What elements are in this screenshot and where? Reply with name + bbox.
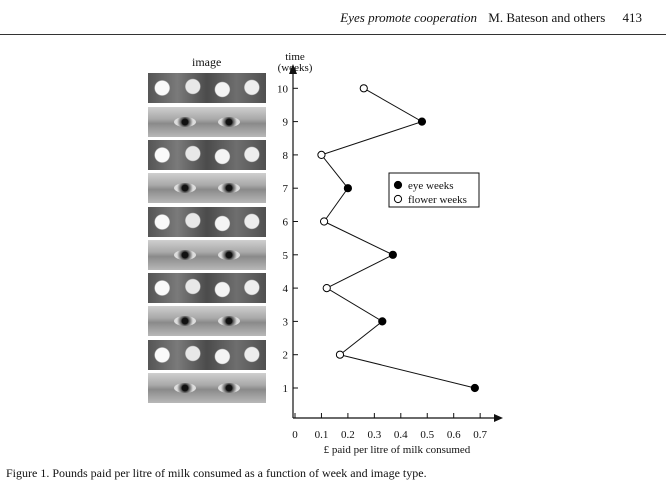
series-line [320, 87, 475, 389]
y-tick-label: 5 [283, 250, 289, 262]
image-column-label: image [192, 55, 222, 69]
y-axis-title: (weeks) [278, 62, 313, 74]
flower-week-point [319, 217, 329, 226]
running-head: Eyes promote cooperation M. Bateson and … [340, 10, 642, 26]
y-tick-label: 9 [283, 117, 289, 129]
flower-week-point [359, 84, 368, 93]
flower-week-point [322, 284, 331, 293]
figure-caption: Figure 1. Pounds paid per litre of milk … [6, 466, 427, 480]
journal-title: Eyes promote cooperation [340, 10, 478, 25]
flower-image-strip [148, 273, 266, 304]
flower-week-point [335, 350, 345, 359]
x-tick-label: 0.5 [420, 429, 434, 441]
legend-marker [393, 194, 403, 204]
eye-image-strip [148, 306, 266, 337]
flower-week-point [317, 150, 326, 159]
flower-image-strip [148, 73, 266, 104]
eye-image-strip [148, 239, 266, 270]
legend-label: flower weeks [408, 194, 467, 206]
legend-label: eye weeks [408, 180, 454, 192]
y-tick-label: 4 [283, 283, 289, 295]
x-tick-label: 0.2 [341, 429, 355, 441]
y-tick-label: 3 [283, 316, 289, 328]
eye-image-strip [148, 106, 266, 137]
page-number: 413 [622, 10, 643, 25]
eye-week-point [388, 250, 397, 259]
y-tick-label: 7 [283, 183, 289, 195]
x-tick-label: 0.3 [367, 429, 381, 441]
author-line: M. Bateson and others [488, 10, 606, 25]
y-tick-label: 8 [283, 150, 289, 162]
x-axis-arrow [494, 414, 503, 422]
y-tick-label: 10 [277, 83, 289, 95]
legend-marker [393, 180, 403, 190]
y-axis-arrow [289, 64, 297, 74]
flower-image-strip [148, 206, 266, 237]
x-tick-label: 0 [292, 429, 298, 441]
x-tick-label: 0.6 [447, 429, 461, 441]
y-axis-title: time [285, 51, 305, 63]
eye-week-point [417, 117, 427, 126]
eye-week-point [378, 317, 387, 326]
y-tick-label: 6 [283, 217, 289, 229]
eye-image-strip [148, 173, 266, 204]
y-tick-label: 1 [283, 383, 289, 395]
flower-image-strip [148, 339, 266, 370]
x-axis-title: £ paid per litre of milk consumed [324, 444, 471, 456]
eye-week-point [343, 184, 352, 193]
x-tick-label: 0.4 [394, 429, 408, 441]
legend-box [388, 172, 480, 208]
header-rule [0, 34, 666, 35]
y-tick-label: 2 [283, 350, 289, 362]
eye-week-point [470, 383, 479, 393]
flower-image-strip [148, 139, 266, 170]
x-tick-label: 0.1 [315, 429, 329, 441]
eye-image-strip [148, 373, 266, 403]
x-tick-label: 0.7 [473, 429, 487, 441]
